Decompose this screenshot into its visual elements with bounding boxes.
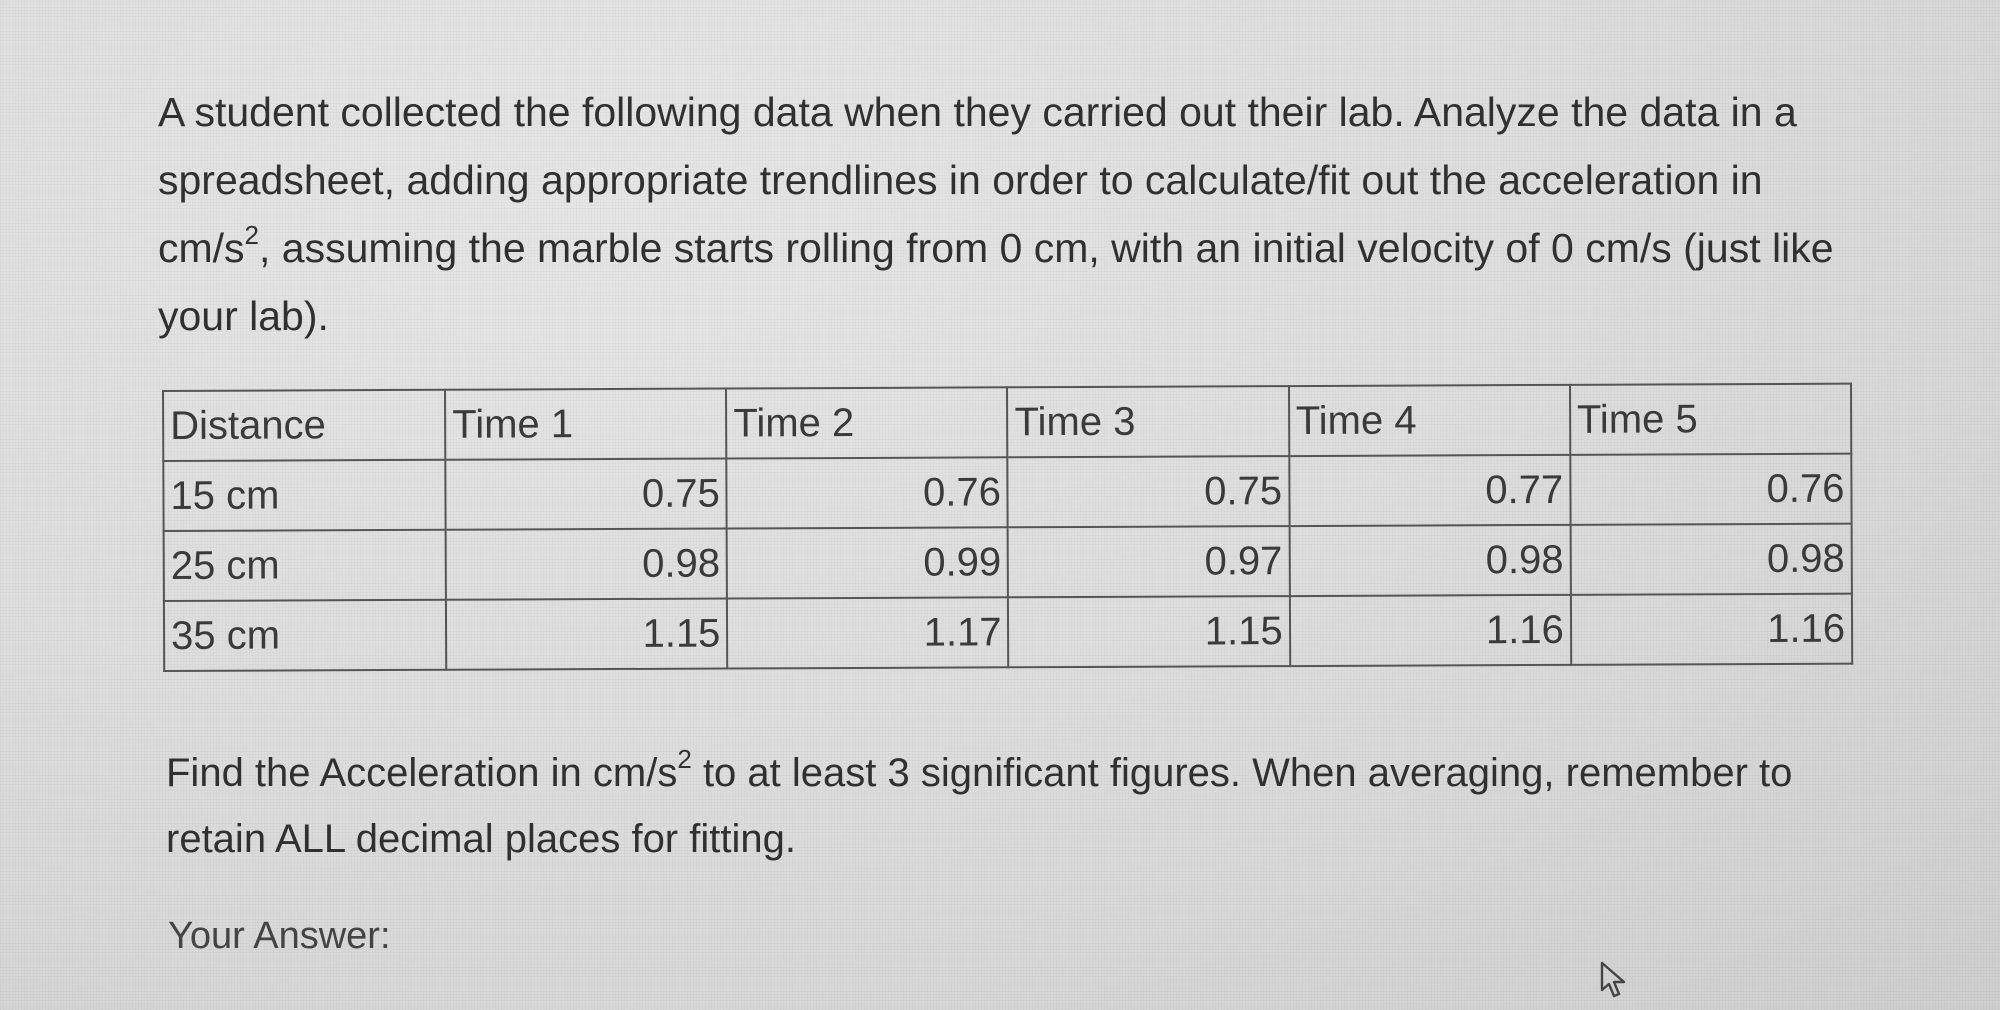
instruction-text: Find the Acceleration in cm/s2 to at lea… (166, 740, 1866, 872)
table-cell: 15 cm (163, 459, 446, 531)
data-table: Distance Time 1 Time 2 Time 3 Time 4 Tim… (162, 383, 1853, 672)
table-row: 15 cm 0.75 0.76 0.75 0.77 0.76 (163, 453, 1852, 531)
column-header: Time 4 (1288, 384, 1571, 457)
table-cell: 0.77 (1288, 454, 1571, 527)
table-cell: 0.97 (1008, 526, 1290, 598)
question-text-part: A student collected the following data w… (158, 89, 1797, 271)
table-cell: 0.75 (445, 458, 727, 530)
question-text: A student collected the following data w… (158, 78, 1858, 350)
table-row: 35 cm 1.15 1.17 1.15 1.16 1.16 (163, 593, 1853, 671)
table-cell: 0.98 (1289, 524, 1571, 597)
answer-label: Your Answer: (168, 915, 391, 957)
column-header: Time 2 (726, 387, 1008, 459)
column-header: Time 5 (1569, 383, 1852, 455)
question-text-part: , assuming the marble starts rolling fro… (158, 225, 1834, 339)
mouse-pointer-icon (1600, 961, 1626, 998)
column-header: Time 3 (1007, 386, 1289, 458)
superscript: 2 (244, 220, 260, 250)
table-row: 25 cm 0.98 0.99 0.97 0.98 0.98 (163, 523, 1852, 601)
superscript: 2 (677, 744, 692, 774)
table-cell: 25 cm (163, 529, 447, 601)
column-header: Time 1 (445, 388, 727, 460)
instruction-text-part: to at least 3 significant figures. When … (166, 751, 1793, 861)
table-cell: 1.16 (1570, 593, 1853, 665)
table-cell: 0.76 (726, 457, 1009, 529)
table-cell: 1.16 (1289, 594, 1571, 667)
instruction-text-part: Find the Acceleration in cm/s (166, 751, 678, 795)
table-cell: 0.98 (1570, 523, 1852, 595)
column-header: Distance (163, 389, 446, 461)
table-cell: 35 cm (163, 599, 447, 671)
table-cell: 0.76 (1570, 453, 1852, 525)
table-cell: 0.99 (726, 527, 1009, 599)
table-header-row: Distance Time 1 Time 2 Time 3 Time 4 Tim… (163, 383, 1852, 461)
table-cell: 1.15 (446, 598, 728, 670)
table-cell: 1.17 (727, 597, 1009, 669)
table-cell: 0.75 (1007, 456, 1290, 528)
table-cell: 0.98 (445, 528, 728, 600)
table-cell: 1.15 (1008, 596, 1290, 668)
